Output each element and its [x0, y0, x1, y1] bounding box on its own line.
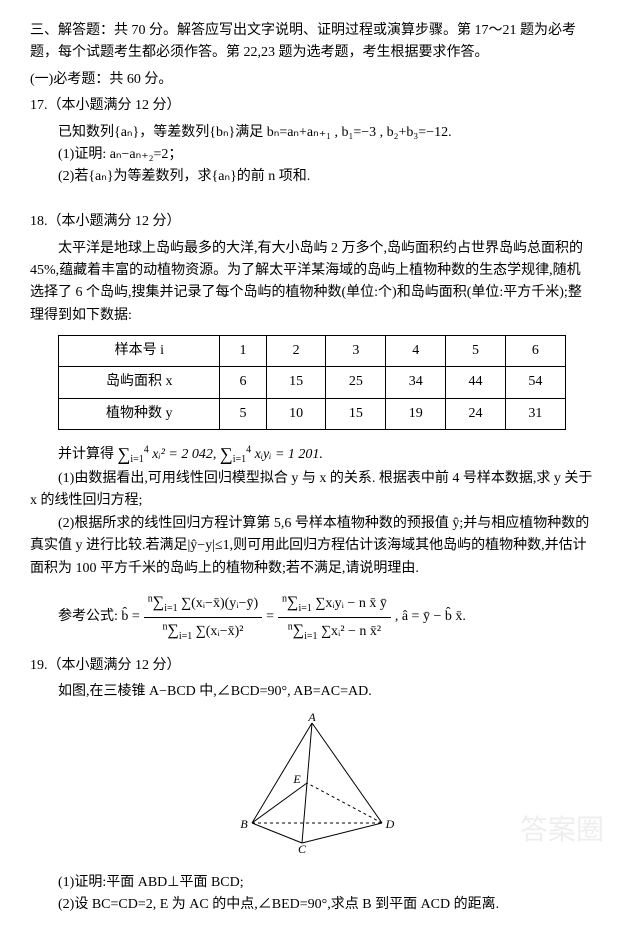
q19-part1: (1)证明:平面 ABD⊥平面 BCD; [58, 872, 594, 894]
calc-expr2: xᵢyᵢ = 1 201. [255, 447, 323, 462]
q18-calc: 并计算得 ∑i=14 xᵢ² = 2 042, ∑i=14 xᵢyᵢ = 1 2… [30, 438, 594, 468]
sum-sup: 4 [144, 445, 149, 456]
sum-sup: 4 [246, 445, 251, 456]
calc-prefix: 并计算得 [58, 447, 114, 462]
table-row2-4: 19 [386, 398, 446, 429]
q18-table: 样本号 i 1 2 3 4 5 6 岛屿面积 x 6 15 25 34 44 5… [58, 335, 566, 430]
q17-header: 17.（本小题满分 12 分） [30, 95, 594, 117]
formula-tail: , â = ȳ − b̂ x̄. [395, 606, 466, 628]
table-header-2: 2 [266, 336, 326, 367]
table-row1-0: 岛屿面积 x [59, 367, 220, 398]
table-row2-2: 10 [266, 398, 326, 429]
table-row2-6: 31 [505, 398, 565, 429]
section-header: 三、解答题：共 70 分。解答应写出文字说明、证明过程或演算步骤。第 17～21… [30, 20, 594, 65]
label-D: D [385, 817, 395, 831]
den1: ∑(xᵢ−x̄)² [196, 624, 244, 639]
label-E: E [292, 772, 301, 786]
sum-sub: i=1 [233, 454, 246, 465]
q18-formula: 参考公式: b̂ = n∑i=1 ∑(xᵢ−x̄)(yᵢ−ȳ) n∑i=1 ∑(… [30, 590, 594, 645]
q19-figure: A B C D E [30, 713, 594, 861]
sum-i: i=1 [164, 603, 177, 614]
q18-part2: (2)根据所求的线性回归方程计算第 5,6 号样本植物种数的预报值 ŷ;并与相应… [30, 513, 594, 580]
label-A: A [307, 713, 316, 724]
table-row2-0: 植物种数 y [59, 398, 220, 429]
table-header-3: 3 [326, 336, 386, 367]
table-row1-3: 25 [326, 367, 386, 398]
table-row1-1: 6 [220, 367, 266, 398]
sum-i: i=1 [304, 631, 317, 642]
equals: = [266, 606, 274, 628]
calc-expr1: xᵢ² = 2 042, [152, 447, 216, 462]
den2: ∑xᵢ² − n x̄² [321, 624, 381, 639]
sum-sub: i=1 [130, 454, 143, 465]
table-header-0: 样本号 i [59, 336, 220, 367]
formula-label: 参考公式: b̂ = [58, 606, 140, 628]
sigma-icon: ∑ [118, 444, 131, 464]
q19-header: 19.（本小题满分 12 分） [30, 655, 594, 677]
label-B: B [240, 817, 248, 831]
q17-part1: (1)证明: aₙ−aₙ₊₂=2； [58, 144, 594, 166]
table-header-6: 6 [505, 336, 565, 367]
q18-header: 18.（本小题满分 12 分） [30, 211, 594, 233]
table-row2-5: 24 [446, 398, 506, 429]
q18-part1: (1)由数据看出,可用线性回归模型拟合 y 与 x 的关系. 根据表中前 4 号… [30, 468, 594, 513]
table-row1-2: 15 [266, 367, 326, 398]
table-header-5: 5 [446, 336, 506, 367]
q19-part2: (2)设 BC=CD=2, E 为 AC 的中点,∠BED=90°,求点 B 到… [58, 894, 594, 916]
label-C: C [298, 842, 307, 853]
frac1: n∑i=1 ∑(xᵢ−x̄)(yᵢ−ȳ) n∑i=1 ∑(xᵢ−x̄)² [144, 590, 262, 645]
q17-body: 已知数列{aₙ}，等差数列{bₙ}满足 bₙ=aₙ+aₙ₊₁ , b₁=−3 ,… [58, 122, 594, 144]
table-header-4: 4 [386, 336, 446, 367]
q18-intro: 太平洋是地球上岛屿最多的大洋,有大小岛屿 2 万多个,岛屿面积约占世界岛屿总面积… [30, 238, 594, 328]
subsection-header: (一)必考题：共 60 分。 [30, 69, 594, 91]
q17-part2: (2)若{aₙ}为等差数列，求{aₙ}的前 n 项和. [58, 166, 594, 188]
sum-i: i=1 [179, 631, 192, 642]
sigma-icon: ∑ [220, 444, 233, 464]
num2: ∑xᵢyᵢ − n x̄ ȳ [315, 596, 386, 611]
num1: ∑(xᵢ−x̄)(yᵢ−ȳ) [181, 596, 258, 611]
q19-body: 如图,在三棱锥 A−BCD 中,∠BCD=90°, AB=AC=AD. [30, 681, 594, 703]
sum-i: i=1 [298, 603, 311, 614]
table-row2-3: 15 [326, 398, 386, 429]
table-row1-6: 54 [505, 367, 565, 398]
frac2: n∑i=1 ∑xᵢyᵢ − n x̄ ȳ n∑i=1 ∑xᵢ² − n x̄² [278, 590, 391, 645]
table-row1-4: 34 [386, 367, 446, 398]
table-row2-1: 5 [220, 398, 266, 429]
table-header-1: 1 [220, 336, 266, 367]
table-row1-5: 44 [446, 367, 506, 398]
